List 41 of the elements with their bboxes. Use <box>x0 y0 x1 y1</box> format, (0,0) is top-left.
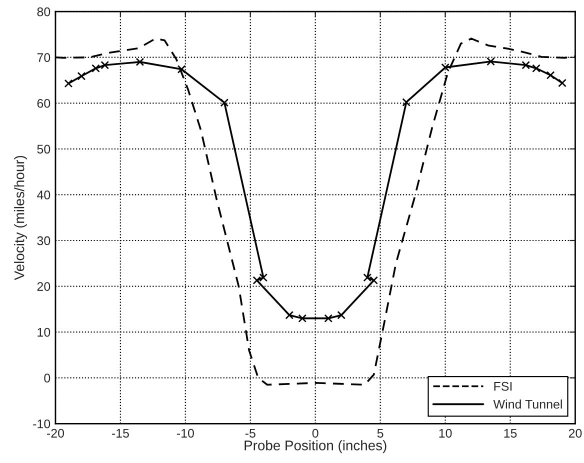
y-tick-label: 10 <box>38 328 50 337</box>
x-tick-label: -15 <box>112 428 129 438</box>
point <box>532 64 540 73</box>
y-tick-label: 80 <box>37 7 50 16</box>
point <box>64 79 73 88</box>
point <box>486 57 495 66</box>
point <box>402 98 410 106</box>
y-tick-label: 60 <box>37 98 50 108</box>
point <box>546 71 555 80</box>
x-tick-label: 10 <box>439 428 452 438</box>
y-tick-label: 0 <box>44 374 50 383</box>
point <box>136 58 144 66</box>
point <box>100 60 110 70</box>
x-tick-label: 15 <box>504 428 517 438</box>
point <box>441 63 450 72</box>
point <box>92 64 100 73</box>
y-tick-label: 40 <box>37 190 50 200</box>
x-tick-label: -10 <box>176 428 194 438</box>
y-tick-label: -10 <box>33 419 50 428</box>
legend-label: FSI <box>494 382 512 391</box>
y-tick-label: 70 <box>37 53 50 62</box>
y-tick-label: 30 <box>37 236 50 246</box>
point <box>324 314 333 323</box>
point <box>177 65 186 74</box>
x-axis-title: Probe Position (inches) <box>244 440 386 454</box>
point <box>558 78 566 88</box>
legend-label: Wind Tunnel <box>493 399 562 409</box>
y-tick-label: 20 <box>37 282 50 291</box>
x-tick-label: 0 <box>312 428 318 438</box>
y-tick-label: 50 <box>37 144 50 154</box>
x-tick-label: 20 <box>568 428 582 438</box>
x-tick-label: -5 <box>245 428 256 438</box>
point <box>337 310 346 320</box>
point <box>522 60 530 70</box>
y-axis-title: Velocity (miles/hour) <box>14 156 27 280</box>
x-tick-label: -20 <box>47 428 64 438</box>
point <box>285 310 294 320</box>
point <box>220 98 229 107</box>
point <box>298 314 307 323</box>
point <box>77 72 86 80</box>
x-tick-label: 5 <box>377 428 384 438</box>
